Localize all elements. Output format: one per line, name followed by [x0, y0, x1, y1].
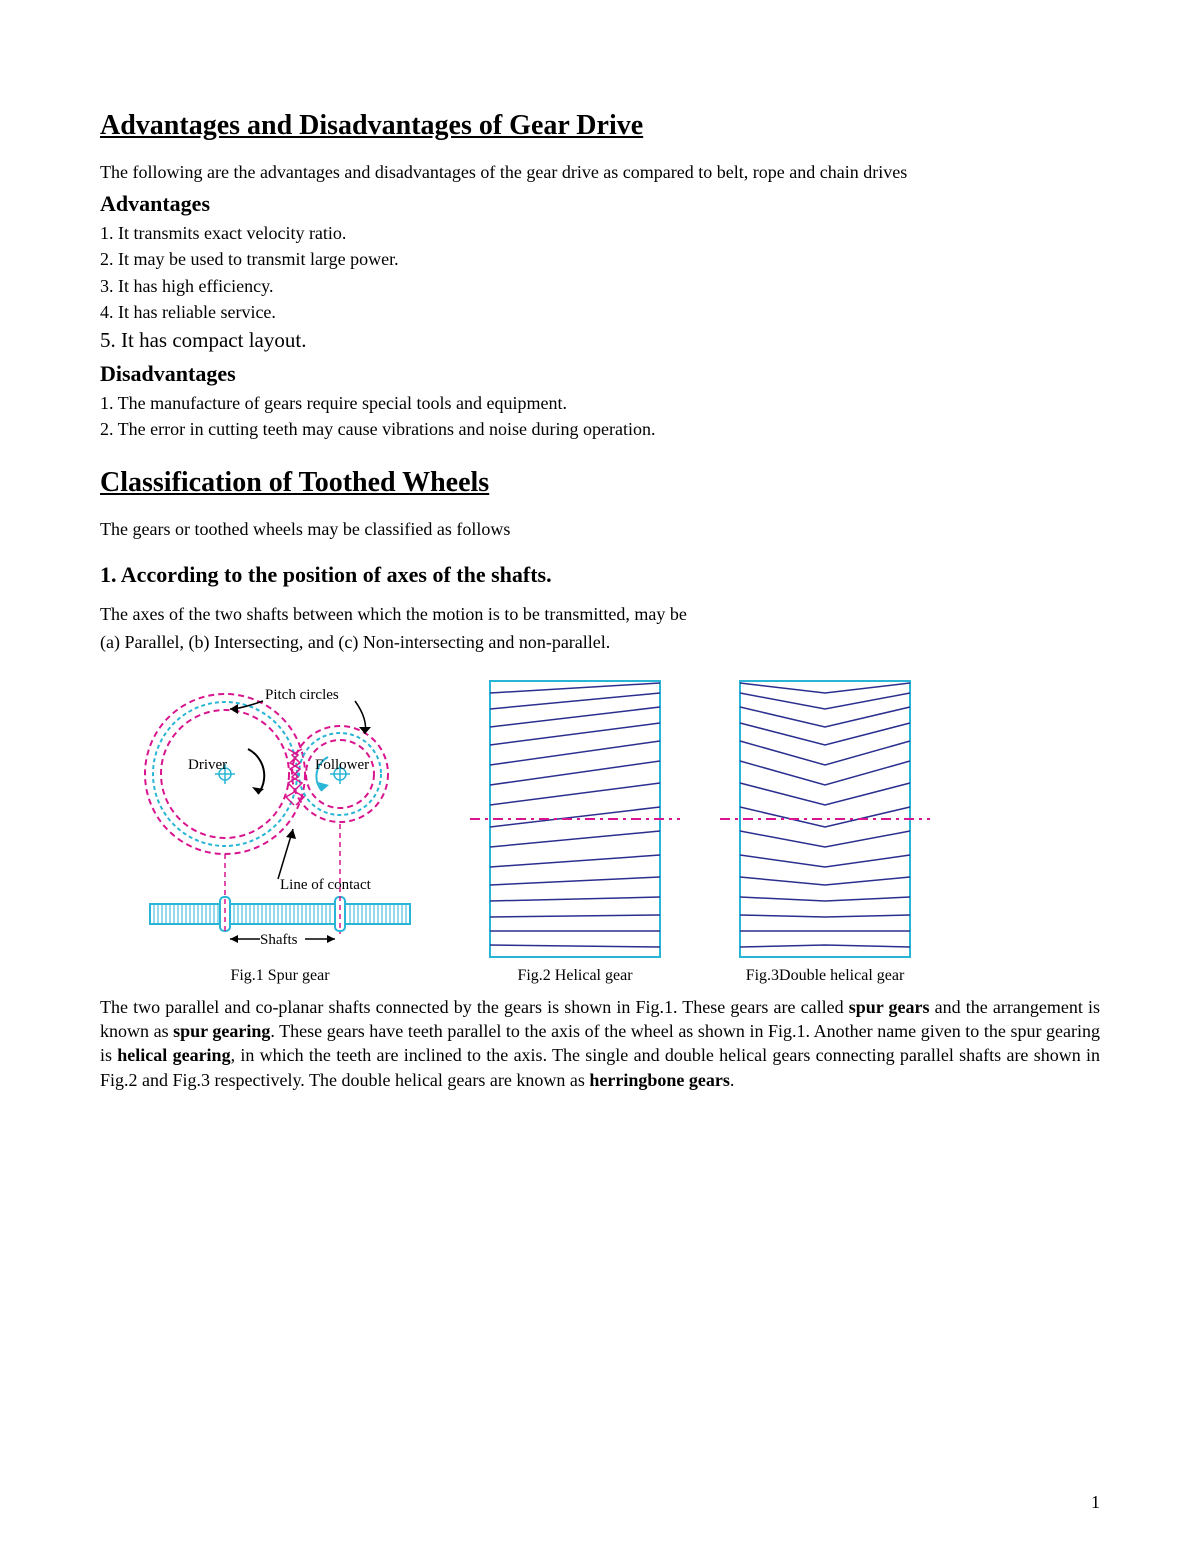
heading-advantages-disadvantages: Advantages and Disadvantages of Gear Dri…	[100, 110, 1100, 142]
figure-caption: Fig.1 Spur gear	[230, 967, 329, 985]
para-bold: herringbone gears	[589, 1070, 729, 1090]
page-number: 1	[1091, 1492, 1100, 1513]
label-follower: Follower	[315, 757, 369, 773]
intro-paragraph-1: The following are the advantages and dis…	[100, 162, 1100, 183]
heading-advantages: Advantages	[100, 191, 1100, 217]
advantage-item: 5. It has compact layout.	[100, 326, 1100, 354]
figure-caption: Fig.3Double helical gear	[746, 967, 905, 985]
label-shafts: Shafts	[260, 932, 298, 948]
subsection-text: The axes of the two shafts between which…	[100, 602, 1100, 626]
intro-paragraph-2: The gears or toothed wheels may be class…	[100, 519, 1100, 540]
heading-disadvantages: Disadvantages	[100, 361, 1100, 387]
disadvantage-item: 1. The manufacture of gears require spec…	[100, 391, 1100, 415]
advantage-item: 4. It has reliable service.	[100, 300, 1100, 324]
subsection-heading-1: 1. According to the position of axes of …	[100, 562, 1100, 588]
helical-gear-diagram	[470, 679, 680, 959]
para-segment: The two parallel and co-planar shafts co…	[100, 997, 849, 1017]
subsection-text: (a) Parallel, (b) Intersecting, and (c) …	[100, 630, 1100, 654]
figure-row: Pitch circles Driver Follower Line of co…	[130, 679, 1100, 985]
label-line-of-contact: Line of contact	[280, 877, 372, 893]
spur-gear-diagram: Pitch circles Driver Follower Line of co…	[130, 679, 430, 959]
para-bold: helical gearing	[117, 1045, 230, 1065]
heading-classification: Classification of Toothed Wheels	[100, 467, 1100, 499]
figure-double-helical-gear: Fig.3Double helical gear	[720, 679, 930, 985]
advantage-item: 2. It may be used to transmit large powe…	[100, 247, 1100, 271]
para-segment: .	[730, 1070, 735, 1090]
para-bold: spur gears	[849, 997, 930, 1017]
figure-helical-gear: Fig.2 Helical gear	[470, 679, 680, 985]
document-page: Advantages and Disadvantages of Gear Dri…	[0, 0, 1200, 1553]
label-pitch-circles: Pitch circles	[265, 687, 339, 703]
figure-caption: Fig.2 Helical gear	[517, 967, 632, 985]
advantage-item: 3. It has high efficiency.	[100, 274, 1100, 298]
advantage-item: 1. It transmits exact velocity ratio.	[100, 221, 1100, 245]
description-paragraph: The two parallel and co-planar shafts co…	[100, 995, 1100, 1092]
double-helical-gear-diagram	[720, 679, 930, 959]
label-driver: Driver	[188, 757, 227, 773]
figure-spur-gear: Pitch circles Driver Follower Line of co…	[130, 679, 430, 985]
disadvantage-item: 2. The error in cutting teeth may cause …	[100, 417, 1100, 441]
para-bold: spur gearing	[173, 1021, 270, 1041]
